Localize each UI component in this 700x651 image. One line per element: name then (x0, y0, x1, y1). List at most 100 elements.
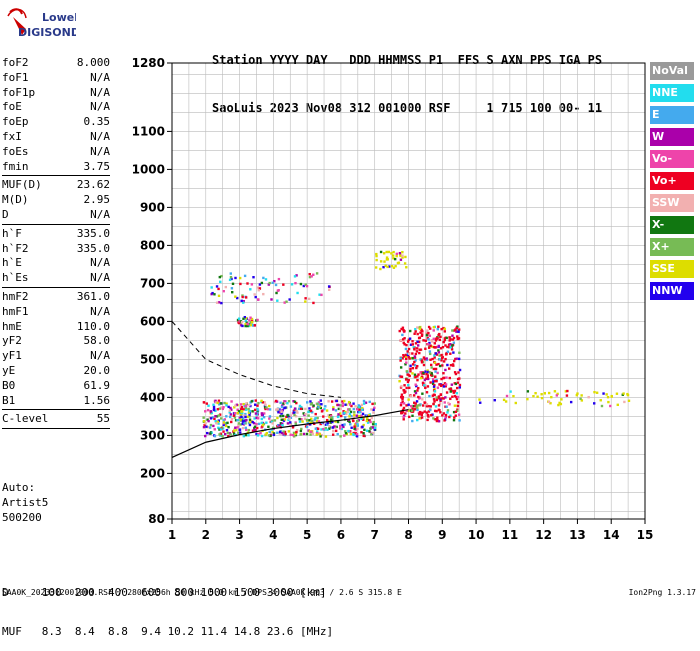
data-point (374, 422, 377, 426)
data-point (260, 412, 264, 415)
param-row: hmE 110.0 (2, 320, 110, 335)
data-point (262, 292, 265, 296)
data-point (401, 250, 404, 254)
data-point (225, 429, 229, 432)
data-point (419, 348, 422, 351)
data-point (435, 398, 439, 402)
data-point (204, 410, 207, 413)
data-point (429, 358, 432, 361)
data-point (423, 410, 426, 413)
data-point (403, 262, 407, 265)
param-value: 58.0 (83, 334, 111, 348)
data-point (393, 257, 397, 261)
data-point (404, 355, 408, 358)
data-point (364, 401, 368, 404)
data-point (302, 432, 306, 436)
data-point (368, 400, 371, 404)
param-value: N/A (90, 304, 110, 318)
data-point (336, 420, 340, 424)
data-point (453, 371, 457, 374)
data-point (417, 344, 420, 347)
data-point (422, 356, 426, 359)
data-point (455, 357, 458, 360)
data-point (580, 394, 583, 397)
data-point (208, 426, 212, 429)
data-point (372, 422, 375, 426)
data-point (312, 301, 315, 305)
data-point (412, 394, 416, 397)
data-point (431, 394, 435, 397)
data-point (239, 423, 243, 426)
param-row: MUF(D) 23.62 (2, 178, 110, 193)
data-point (299, 433, 302, 436)
data-point (374, 426, 377, 429)
data-point (353, 413, 356, 417)
data-point (455, 395, 458, 399)
data-point (421, 411, 424, 415)
data-point (369, 420, 372, 424)
data-point (400, 327, 403, 331)
data-point (352, 432, 355, 436)
param-row: foEs N/A (2, 145, 110, 160)
data-point (404, 390, 407, 393)
data-point (405, 343, 408, 347)
data-point (401, 333, 404, 337)
data-point (458, 386, 462, 389)
data-point (306, 401, 309, 404)
data-point (411, 363, 415, 366)
data-point (433, 393, 436, 397)
data-point (454, 357, 457, 361)
data-point (420, 359, 424, 362)
data-point (341, 404, 344, 408)
data-point (555, 394, 559, 397)
data-point (442, 372, 445, 375)
data-point (616, 403, 619, 407)
data-point (443, 338, 447, 342)
data-point (326, 428, 329, 431)
data-point (420, 413, 424, 416)
data-point (456, 335, 459, 338)
data-point (437, 395, 441, 398)
data-point (315, 433, 318, 436)
data-point (444, 344, 447, 347)
data-point (402, 415, 405, 419)
param-separator (2, 428, 110, 430)
y-tick-label: 500 (140, 352, 165, 366)
data-point (352, 407, 355, 411)
data-point (433, 387, 436, 391)
y-tick-label: 300 (140, 428, 165, 442)
data-point (230, 408, 233, 411)
data-point (331, 418, 334, 421)
data-point (439, 411, 442, 414)
data-point (449, 397, 452, 401)
data-point (253, 417, 256, 420)
data-point (256, 426, 259, 430)
data-point (449, 352, 452, 355)
data-point (442, 340, 445, 344)
data-point (308, 407, 311, 410)
data-point (442, 412, 446, 415)
data-point (587, 395, 590, 399)
data-point (390, 252, 393, 255)
data-point (418, 327, 422, 331)
data-point (348, 403, 352, 406)
data-point (434, 367, 438, 371)
data-point (379, 260, 383, 263)
data-point (211, 291, 214, 295)
data-point (243, 274, 247, 278)
param-separator (2, 409, 110, 411)
data-point (399, 339, 403, 342)
data-point (265, 406, 268, 409)
data-point (213, 417, 216, 421)
data-point (456, 395, 460, 399)
data-point (317, 420, 321, 423)
data-point (479, 401, 482, 404)
data-point (338, 427, 342, 430)
data-point (328, 427, 331, 430)
data-point (444, 413, 448, 417)
data-point (418, 410, 422, 414)
data-point (229, 406, 232, 410)
data-point (256, 411, 259, 415)
data-point (320, 410, 324, 413)
data-point (409, 343, 413, 346)
